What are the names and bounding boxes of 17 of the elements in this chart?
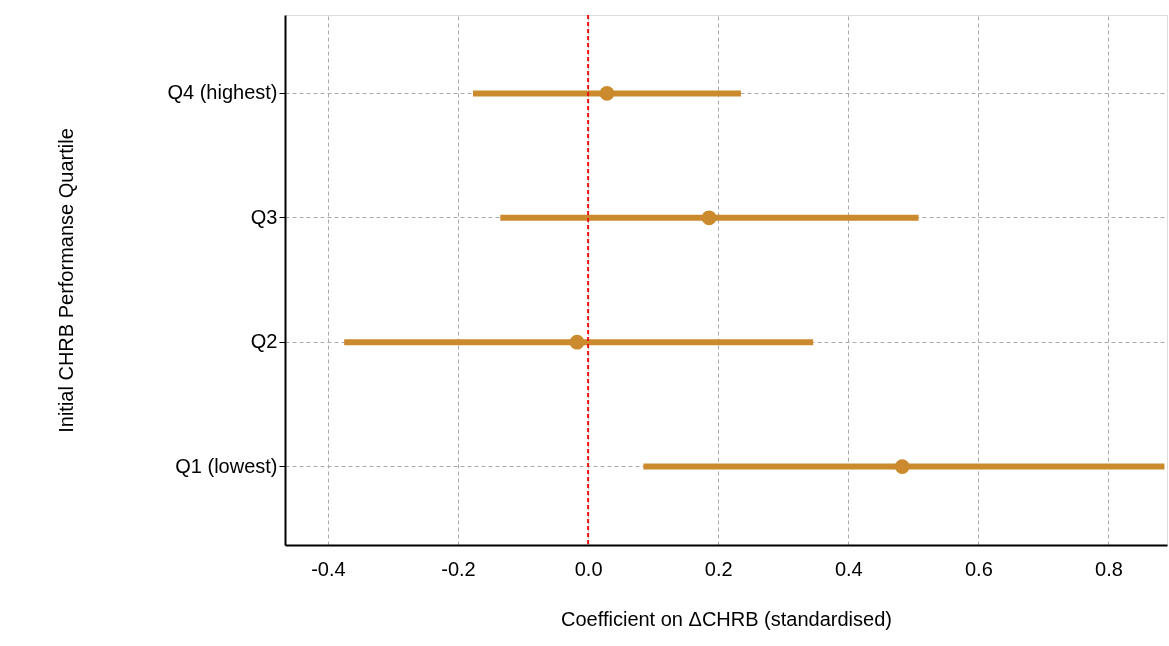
x-tick-label: 0.6 — [964, 557, 993, 580]
y-tick-label: Q2 — [250, 330, 278, 353]
x-axis-title: Coefficient on ΔCHRB (standardised) — [561, 607, 892, 630]
x-tick-label: 0.8 — [1095, 557, 1123, 580]
point — [701, 210, 717, 226]
y-tick-label: Q1 (lowest) — [175, 454, 278, 477]
y-tick-label: Q4 (highest) — [167, 81, 278, 104]
x-tick-label: -0.2 — [441, 557, 476, 580]
point — [894, 459, 910, 475]
point — [599, 85, 615, 101]
y-tick-label: Q3 — [250, 205, 278, 228]
x-tick-label: 0.2 — [704, 557, 733, 580]
x-tick-label: -0.4 — [311, 557, 346, 580]
x-tick-label: 0.4 — [834, 557, 863, 580]
x-tick-label: 0.0 — [574, 557, 603, 580]
y-axis-title: Initial CHRB Performanse Quartile — [55, 128, 78, 433]
point — [569, 334, 585, 350]
